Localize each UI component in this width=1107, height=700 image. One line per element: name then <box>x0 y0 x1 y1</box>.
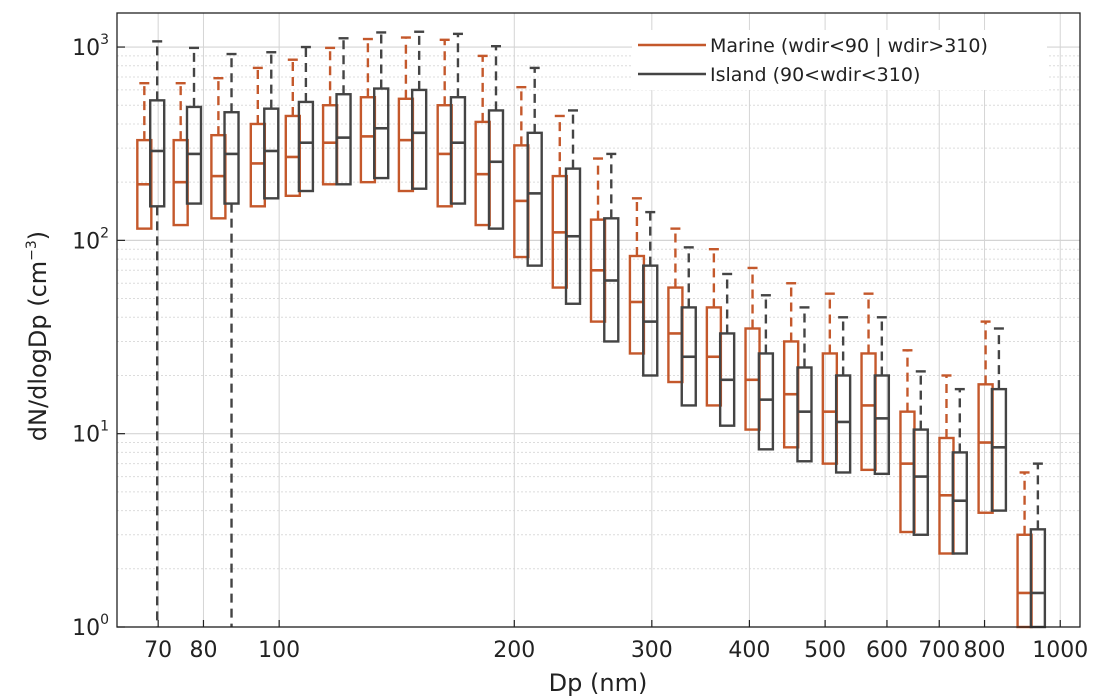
box-island <box>912 370 929 536</box>
box-iqr <box>148 99 166 208</box>
legend-background <box>632 30 1047 90</box>
y-tick-label: 101 <box>72 419 109 448</box>
box-island <box>335 37 352 186</box>
box-series <box>136 30 1047 629</box>
box-island <box>757 294 775 451</box>
box-iqr <box>951 451 968 555</box>
box-island <box>951 387 968 555</box>
box-iqr <box>449 96 467 205</box>
box-iqr <box>834 374 852 474</box>
box-iqr <box>912 428 929 536</box>
box-island <box>680 246 697 407</box>
x-tick-label: 1000 <box>1032 638 1088 663</box>
x-tick-label: 100 <box>258 638 300 663</box>
box-iqr <box>487 109 505 230</box>
y-axis-label: dN/dlogDp (cm−3) <box>24 231 52 441</box>
box-island <box>297 45 315 193</box>
box-iqr <box>263 107 280 200</box>
x-tick-label: 200 <box>493 638 535 663</box>
x-tick-label: 600 <box>866 638 908 663</box>
plot-area-frame <box>116 12 1081 628</box>
box-island <box>148 40 166 627</box>
box-iqr <box>185 105 203 205</box>
x-tick-label: 800 <box>964 638 1006 663</box>
y-tick-label: 100 <box>72 612 109 641</box>
box-iqr <box>410 88 428 190</box>
box-island <box>410 30 428 190</box>
x-axis-ticks: 70 80 100 200 300 400 500 600 700 800 1000 <box>144 620 1088 663</box>
box-island <box>263 51 280 200</box>
box-iqr <box>335 93 352 186</box>
box-island <box>487 45 505 230</box>
x-axis-label: Dp (nm) <box>549 669 648 697</box>
y-tick-label: 103 <box>72 32 109 61</box>
box-island <box>526 66 543 267</box>
legend-entry-island: Island (90<wdir<310) <box>710 64 920 86</box>
box-iqr <box>757 352 775 451</box>
x-tick-label: 700 <box>918 638 960 663</box>
y-axis-label-main: dN/dlogDp (cm <box>24 261 52 441</box>
x-tick-label: 400 <box>728 638 770 663</box>
x-tick-label: 500 <box>804 638 846 663</box>
x-tick-label: 80 <box>189 638 217 663</box>
box-iqr <box>223 111 240 205</box>
box-iqr <box>297 100 315 193</box>
legend: Marine (wdir<90 | wdir>310) Island (90<w… <box>632 30 1047 90</box>
box-iqr <box>796 366 813 463</box>
box-island <box>449 32 467 205</box>
box-island <box>796 306 813 463</box>
box-island <box>990 327 1008 512</box>
box-island <box>564 109 582 305</box>
box-island <box>185 46 203 205</box>
box-iqr <box>526 131 543 267</box>
box-island <box>642 210 659 377</box>
x-tick-label: 300 <box>631 638 673 663</box>
legend-entry-marine: Marine (wdir<90 | wdir>310) <box>710 35 988 57</box>
y-axis-label-exponent: −3 <box>24 240 40 261</box>
box-island <box>223 52 240 627</box>
box-iqr <box>873 374 891 476</box>
box-island <box>718 272 736 427</box>
y-axis-ticks: 100 101 102 103 <box>72 32 125 641</box>
box-iqr <box>373 87 390 180</box>
box-island <box>834 316 852 474</box>
box-island <box>603 152 620 343</box>
x-tick-label: 70 <box>144 638 172 663</box>
y-axis-label-close: ) <box>24 231 52 240</box>
box-iqr <box>990 387 1008 512</box>
box-island <box>373 31 390 180</box>
y-tick-label: 102 <box>72 225 109 254</box>
box-island <box>873 316 891 476</box>
